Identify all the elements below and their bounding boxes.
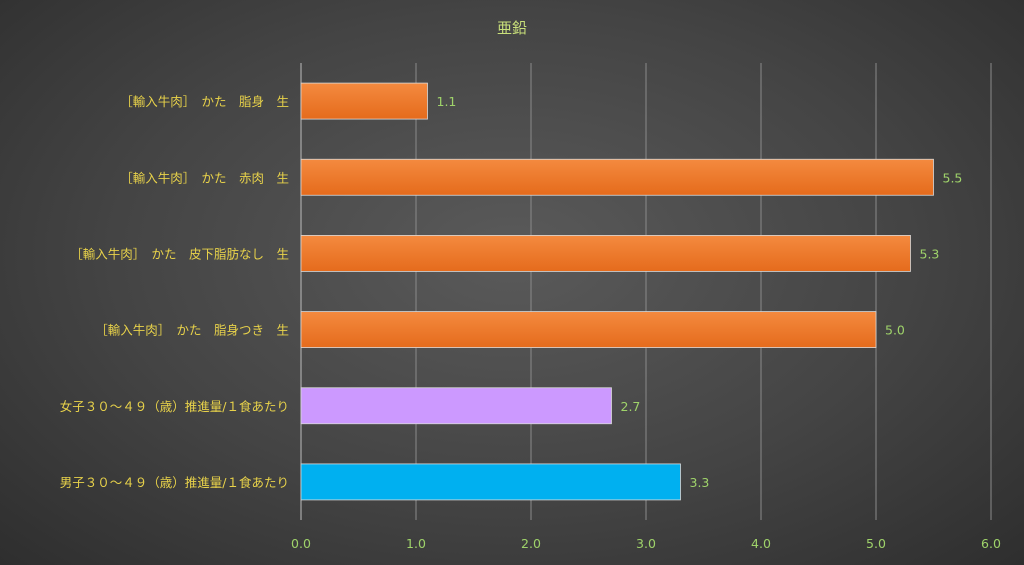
category-label: ［輸入牛肉］ かた 皮下脂肪なし 生	[70, 246, 289, 261]
bar-value-label: 1.1	[437, 94, 457, 109]
category-label: 女子３０～４９（歳）推進量/１食あたり	[60, 399, 289, 414]
bar	[300, 463, 681, 501]
category-label: ［輸入牛肉］ かた 脂身つき 生	[95, 323, 289, 338]
bar-value-label: 5.0	[885, 323, 905, 338]
x-tick-label: 4.0	[751, 536, 771, 551]
bar	[300, 82, 428, 120]
x-tick-label: 1.0	[406, 536, 426, 551]
category-label: ［輸入牛肉］ かた 脂身 生	[120, 94, 289, 109]
x-tick-label: 5.0	[866, 536, 886, 551]
x-tick-label: 6.0	[981, 536, 1001, 551]
bar-value-label: 3.3	[690, 475, 710, 490]
chart-title: 亜鉛	[497, 19, 527, 37]
x-tick-label: 2.0	[521, 536, 541, 551]
x-tick-label: 0.0	[291, 536, 311, 551]
bar-value-label: 5.3	[920, 246, 940, 261]
category-label: ［輸入牛肉］ かた 赤肉 生	[120, 170, 289, 185]
bar	[300, 311, 877, 348]
x-tick-label: 3.0	[636, 536, 656, 551]
bar	[300, 235, 911, 272]
category-label: 男子３０～４９（歳）推進量/１食あたり	[60, 475, 289, 490]
bar-value-label: 2.7	[621, 399, 641, 414]
bar	[300, 158, 934, 196]
bar-value-label: 5.5	[943, 170, 963, 185]
bar	[300, 387, 612, 425]
